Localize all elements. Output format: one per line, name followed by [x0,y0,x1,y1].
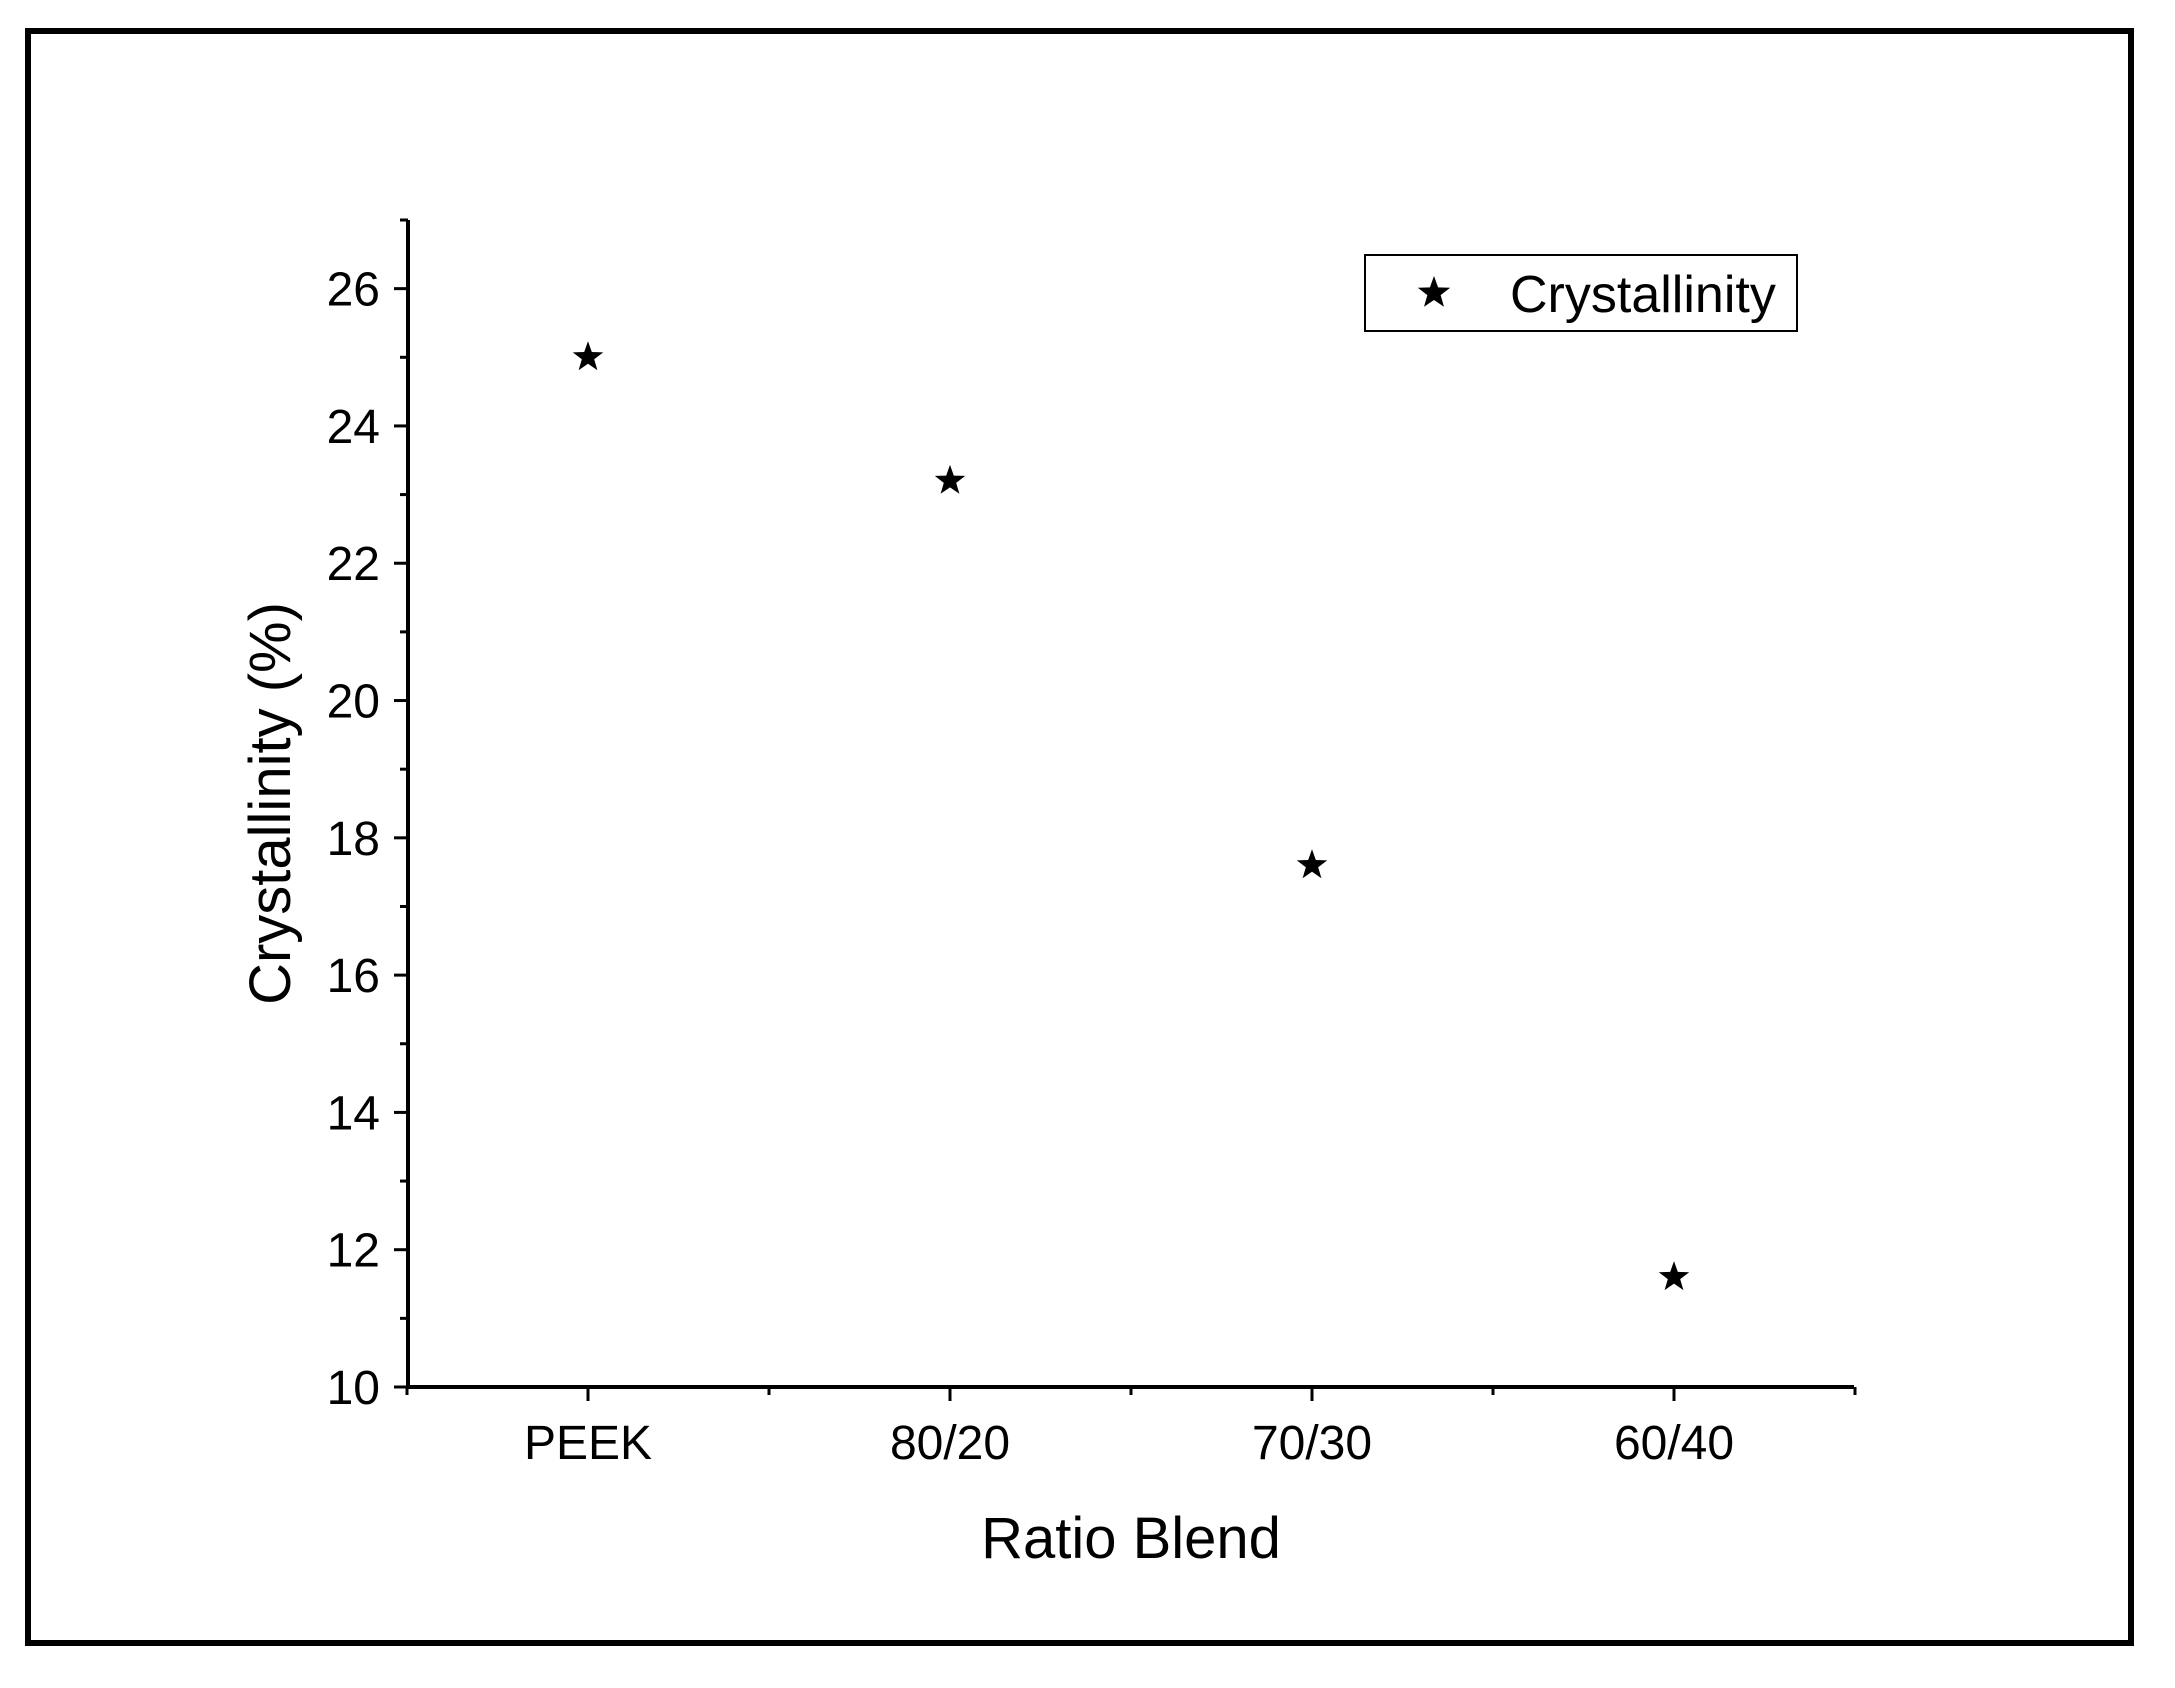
data-points [572,341,1690,1291]
legend-star-icon [1417,276,1451,307]
x-tick-label: 70/30 [1252,1417,1372,1470]
figure-frame [25,28,2134,1646]
x-tick-label: 60/40 [1614,1417,1734,1470]
y-tick-label: 12 [327,1225,380,1278]
y-tick-label: 22 [327,538,380,591]
y-tick-label: 10 [327,1362,380,1415]
x-tick-label: 80/20 [890,1417,1010,1470]
y-tick-label: 16 [327,950,380,1003]
data-point-star [572,341,604,371]
data-point-star [934,464,966,494]
y-ticks: 10 12 14 16 18 20 22 24 26 [327,218,408,1415]
y-tick-label: 20 [327,676,380,729]
y-tick-label: 14 [327,1087,380,1140]
y-tick-label: 24 [327,401,380,454]
y-tick-label: 26 [327,264,380,317]
y-axis-title: Crystallinity (%) [238,602,303,1005]
x-ticks: PEEK 80/20 70/30 60/40 [405,1387,1857,1470]
legend-label: Crystallinity [1510,266,1776,324]
data-point-star [1658,1261,1690,1291]
data-point-star [1296,849,1328,879]
legend: Crystallinity [1364,254,1798,332]
x-tick-label: PEEK [524,1417,652,1470]
x-axis-title: Ratio Blend [981,1506,1281,1571]
y-tick-label: 18 [327,813,380,866]
axes [406,220,1854,1389]
